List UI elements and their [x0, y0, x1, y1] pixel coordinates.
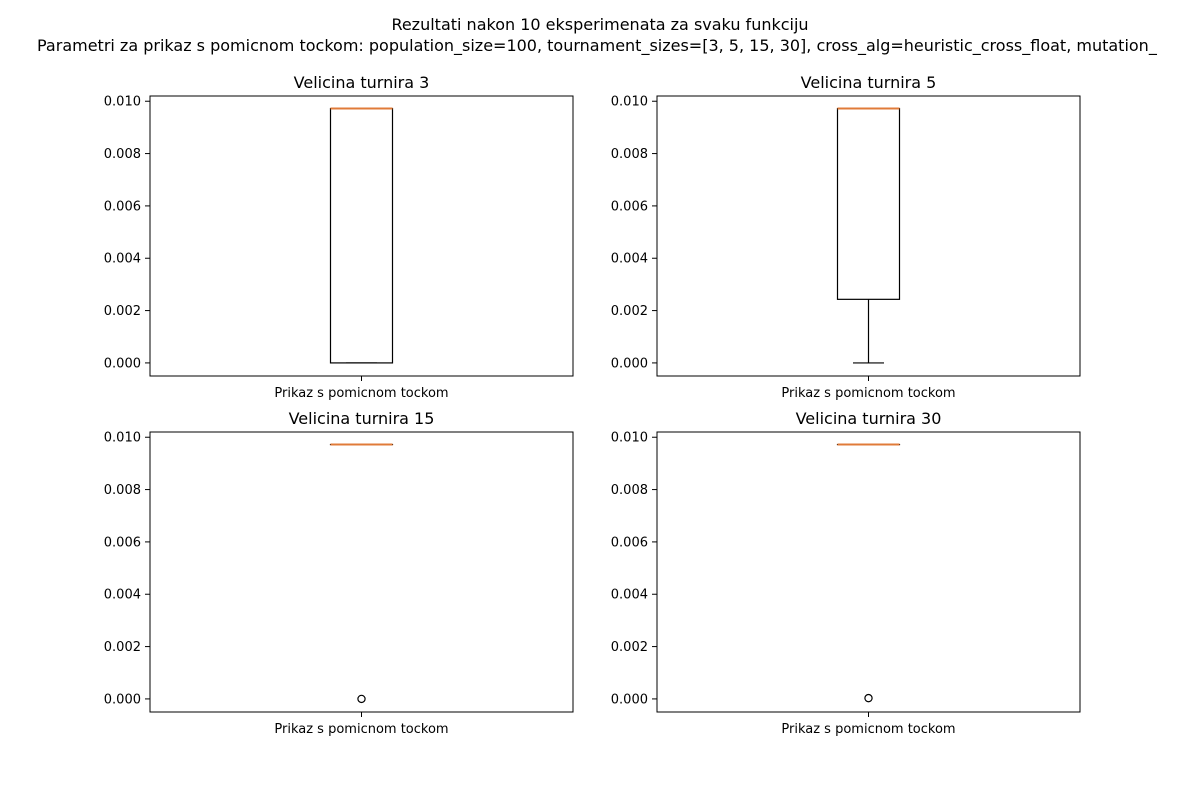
figure-suptitle-line1: Rezultati nakon 10 eksperimenata za svak…	[391, 15, 808, 34]
y-tick-label: 0.004	[104, 588, 141, 603]
subplot-title: Velicina turnira 30	[796, 409, 942, 428]
y-tick-label: 0.006	[104, 535, 141, 550]
subplot-2: Velicina turnira 5 0.000 0.002 0.004 0.006 0.…	[611, 73, 1081, 401]
y-tick-label: 0.008	[104, 483, 141, 498]
subplot-4: Velicina turnira 30 0.000 0.002 0.004 0.006 0…	[611, 409, 1081, 737]
y-tick-label: 0.004	[611, 588, 648, 603]
y-tick-label: 0.006	[611, 535, 648, 550]
axes-frame	[149, 431, 574, 713]
outlier-point	[357, 694, 366, 704]
y-tick-label: 0.008	[611, 147, 648, 162]
y-tick-label: 0.002	[104, 640, 141, 655]
y-tick-label: 0.008	[104, 147, 141, 162]
y-tick-label: 0.002	[611, 640, 648, 655]
subplot-title: Velicina turnira 3	[294, 73, 430, 92]
x-tick-label: Prikaz s pomicnom tockom	[781, 722, 955, 737]
axes-frame	[149, 95, 574, 377]
y-tick-label: 0.004	[104, 252, 141, 267]
figure-suptitle-line2: Parametri za prikaz s pomicnom tockom: p…	[37, 36, 1158, 56]
y-tick-label: 0.004	[611, 252, 648, 267]
subplot-title: Velicina turnira 5	[801, 73, 937, 92]
y-tick-label: 0.000	[104, 356, 141, 371]
subplot-3: Velicina turnira 15 0.000 0.002 0.004 0.006 0…	[104, 409, 574, 737]
subplot-title: Velicina turnira 15	[289, 409, 435, 428]
y-tick-label: 0.010	[104, 431, 141, 446]
subplot-1: Velicina turnira 3 0.000 0.002 0.004 0.006 0.…	[104, 73, 574, 401]
y-tick-label: 0.000	[104, 692, 141, 707]
y-tick-label: 0.002	[104, 304, 141, 319]
axes-frame	[656, 431, 1081, 713]
outlier-point	[864, 693, 873, 703]
y-tick-label: 0.000	[611, 692, 648, 707]
y-tick-label: 0.000	[611, 356, 648, 371]
subplots-grid: Velicina turnira 3 0.000 0.002 0.004 0.006 0.…	[104, 73, 1081, 737]
y-tick-label: 0.010	[104, 95, 141, 110]
y-tick-label: 0.010	[611, 95, 648, 110]
y-tick-label: 0.006	[104, 199, 141, 214]
x-tick-label: Prikaz s pomicnom tockom	[274, 386, 448, 401]
y-tick-label: 0.006	[611, 199, 648, 214]
y-tick-label: 0.010	[611, 431, 648, 446]
y-tick-label: 0.008	[611, 483, 648, 498]
x-tick-label: Prikaz s pomicnom tockom	[274, 722, 448, 737]
y-tick-label: 0.002	[611, 304, 648, 319]
axes-frame	[656, 95, 1081, 377]
x-tick-label: Prikaz s pomicnom tockom	[781, 386, 955, 401]
